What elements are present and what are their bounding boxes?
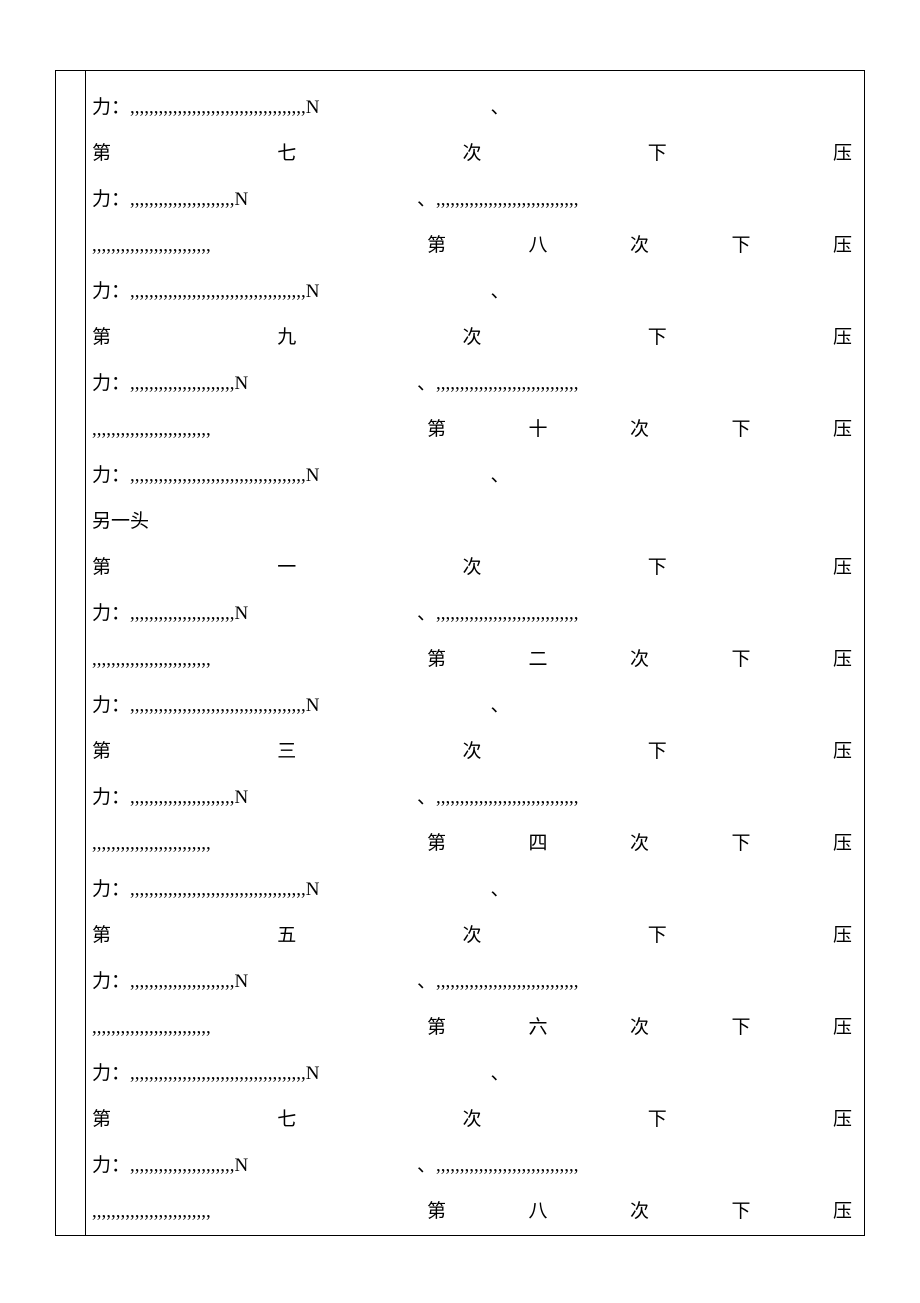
- form-line: 力：,,,,,,,,,,,,,,,,,,,,,,,,,,,,,,,,,,,,,N…: [92, 867, 852, 913]
- press-label-right: 第四次下压: [427, 821, 852, 867]
- form-line: ,,,,,,,,,,,,,,,,,,,,,,,,,第二次下压: [92, 637, 852, 683]
- continuation-commas: ,,,,,,,,,,,,,,,,,,,,,,,,,: [92, 407, 427, 453]
- left-margin-cell: [56, 71, 86, 1236]
- force-value-line: 力：,,,,,,,,,,,,,,,,,,,,,,,,,,,,,,,,,,,,,N…: [92, 97, 509, 118]
- form-line: 力：,,,,,,,,,,,,,,,,,,,,,,N、,,,,,,,,,,,,,,…: [92, 1143, 852, 1189]
- form-line: 力：,,,,,,,,,,,,,,,,,,,,,,,,,,,,,,,,,,,,,N…: [92, 453, 852, 499]
- form-line: ,,,,,,,,,,,,,,,,,,,,,,,,,第十次下压: [92, 407, 852, 453]
- force-value-left: 力：,,,,,,,,,,,,,,,,,,,,,,N: [92, 959, 417, 1005]
- force-value-right: 、,,,,,,,,,,,,,,,,,,,,,,,,,,,,,,: [417, 1143, 579, 1189]
- form-line: 力：,,,,,,,,,,,,,,,,,,,,,,,,,,,,,,,,,,,,,N…: [92, 85, 852, 131]
- form-table: 力：,,,,,,,,,,,,,,,,,,,,,,,,,,,,,,,,,,,,,N…: [55, 70, 865, 1236]
- content-lines: 力：,,,,,,,,,,,,,,,,,,,,,,,,,,,,,,,,,,,,,N…: [92, 85, 852, 1235]
- form-line: 力：,,,,,,,,,,,,,,,,,,,,,,N、,,,,,,,,,,,,,,…: [92, 591, 852, 637]
- press-label: 第五次下压: [92, 913, 852, 959]
- force-value-line: 力：,,,,,,,,,,,,,,,,,,,,,,,,,,,,,,,,,,,,,N…: [92, 695, 509, 716]
- force-value-left: 力：,,,,,,,,,,,,,,,,,,,,,,N: [92, 177, 417, 223]
- press-label: 第七次下压: [92, 1097, 852, 1143]
- form-line: ,,,,,,,,,,,,,,,,,,,,,,,,,第六次下压: [92, 1005, 852, 1051]
- form-line: 另一头: [92, 499, 852, 545]
- force-value-line: 力：,,,,,,,,,,,,,,,,,,,,,,,,,,,,,,,,,,,,,N…: [92, 281, 509, 302]
- form-line: ,,,,,,,,,,,,,,,,,,,,,,,,,第八次下压: [92, 1189, 852, 1235]
- form-line: 第七次下压: [92, 131, 852, 177]
- press-label-right: 第十次下压: [427, 407, 852, 453]
- continuation-commas: ,,,,,,,,,,,,,,,,,,,,,,,,,: [92, 1189, 427, 1235]
- content-cell: 力：,,,,,,,,,,,,,,,,,,,,,,,,,,,,,,,,,,,,,N…: [86, 71, 865, 1236]
- form-line: 力：,,,,,,,,,,,,,,,,,,,,,,N、,,,,,,,,,,,,,,…: [92, 959, 852, 1005]
- form-line: 力：,,,,,,,,,,,,,,,,,,,,,,N、,,,,,,,,,,,,,,…: [92, 177, 852, 223]
- press-label: 第七次下压: [92, 131, 852, 177]
- force-value-right: 、,,,,,,,,,,,,,,,,,,,,,,,,,,,,,,: [417, 361, 579, 407]
- press-label-right: 第八次下压: [427, 1189, 852, 1235]
- press-label-right: 第六次下压: [427, 1005, 852, 1051]
- continuation-commas: ,,,,,,,,,,,,,,,,,,,,,,,,,: [92, 821, 427, 867]
- force-value-left: 力：,,,,,,,,,,,,,,,,,,,,,,N: [92, 591, 417, 637]
- form-line: 第七次下压: [92, 1097, 852, 1143]
- form-line: 第九次下压: [92, 315, 852, 361]
- force-value-left: 力：,,,,,,,,,,,,,,,,,,,,,,N: [92, 361, 417, 407]
- form-line: 力：,,,,,,,,,,,,,,,,,,,,,,N、,,,,,,,,,,,,,,…: [92, 775, 852, 821]
- force-value-right: 、,,,,,,,,,,,,,,,,,,,,,,,,,,,,,,: [417, 775, 579, 821]
- press-label: 第一次下压: [92, 545, 852, 591]
- force-value-left: 力：,,,,,,,,,,,,,,,,,,,,,,N: [92, 1143, 417, 1189]
- form-line: 力：,,,,,,,,,,,,,,,,,,,,,,,,,,,,,,,,,,,,,N…: [92, 269, 852, 315]
- form-line: 第三次下压: [92, 729, 852, 775]
- press-label: 第三次下压: [92, 729, 852, 775]
- continuation-commas: ,,,,,,,,,,,,,,,,,,,,,,,,,: [92, 637, 427, 683]
- section-header: 另一头: [92, 511, 149, 532]
- force-value-left: 力：,,,,,,,,,,,,,,,,,,,,,,N: [92, 775, 417, 821]
- form-line: ,,,,,,,,,,,,,,,,,,,,,,,,,第四次下压: [92, 821, 852, 867]
- form-line: 第一次下压: [92, 545, 852, 591]
- form-line: ,,,,,,,,,,,,,,,,,,,,,,,,,第八次下压: [92, 223, 852, 269]
- press-label: 第九次下压: [92, 315, 852, 361]
- press-label-right: 第二次下压: [427, 637, 852, 683]
- continuation-commas: ,,,,,,,,,,,,,,,,,,,,,,,,,: [92, 223, 427, 269]
- document-page: 力：,,,,,,,,,,,,,,,,,,,,,,,,,,,,,,,,,,,,,N…: [0, 0, 920, 1236]
- force-value-right: 、,,,,,,,,,,,,,,,,,,,,,,,,,,,,,,: [417, 591, 579, 637]
- continuation-commas: ,,,,,,,,,,,,,,,,,,,,,,,,,: [92, 1005, 427, 1051]
- force-value-line: 力：,,,,,,,,,,,,,,,,,,,,,,,,,,,,,,,,,,,,,N…: [92, 465, 509, 486]
- force-value-line: 力：,,,,,,,,,,,,,,,,,,,,,,,,,,,,,,,,,,,,,N…: [92, 879, 509, 900]
- force-value-right: 、,,,,,,,,,,,,,,,,,,,,,,,,,,,,,,: [417, 959, 579, 1005]
- press-label-right: 第八次下压: [427, 223, 852, 269]
- form-line: 力：,,,,,,,,,,,,,,,,,,,,,,,,,,,,,,,,,,,,,N…: [92, 683, 852, 729]
- force-value-line: 力：,,,,,,,,,,,,,,,,,,,,,,,,,,,,,,,,,,,,,N…: [92, 1063, 509, 1084]
- form-line: 力：,,,,,,,,,,,,,,,,,,,,,,,,,,,,,,,,,,,,,N…: [92, 1051, 852, 1097]
- form-line: 第五次下压: [92, 913, 852, 959]
- force-value-right: 、,,,,,,,,,,,,,,,,,,,,,,,,,,,,,,: [417, 177, 579, 223]
- form-line: 力：,,,,,,,,,,,,,,,,,,,,,,N、,,,,,,,,,,,,,,…: [92, 361, 852, 407]
